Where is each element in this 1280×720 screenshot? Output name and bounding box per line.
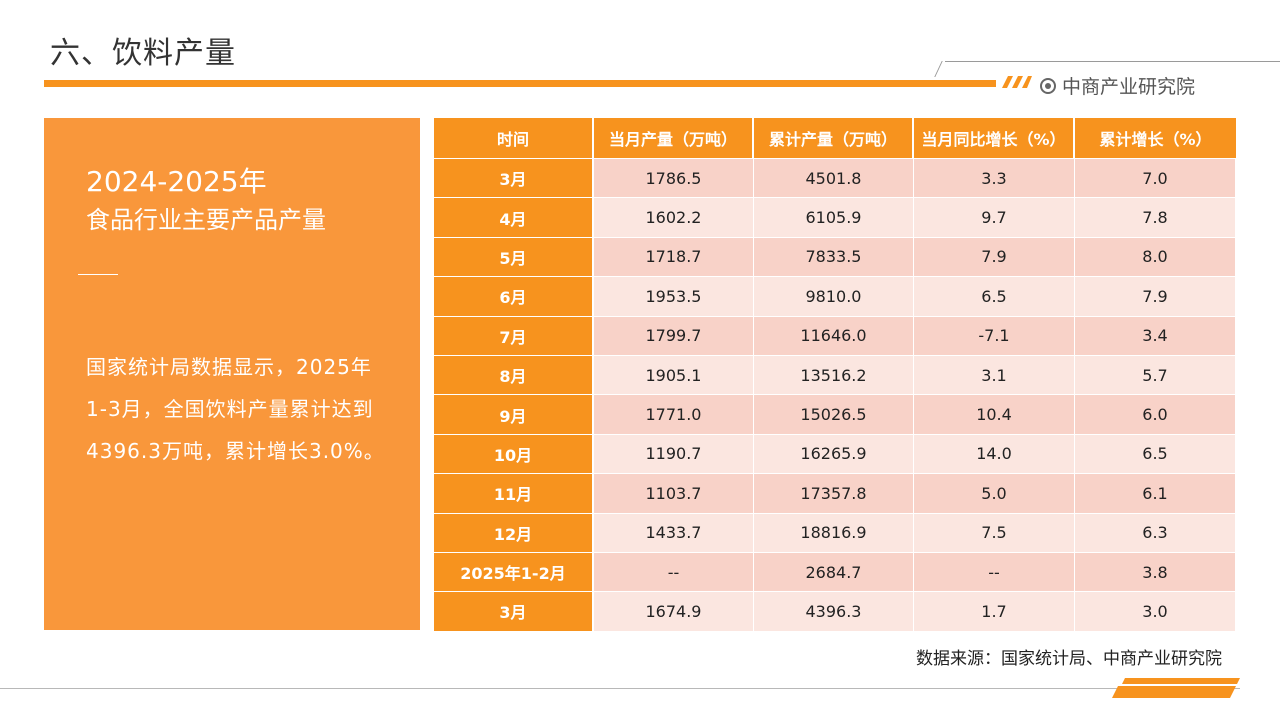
table-row: 6月 1953.5 9810.0 6.5 7.9 bbox=[434, 276, 1236, 316]
table-row: 8月 1905.1 13516.2 3.1 5.7 bbox=[434, 354, 1236, 395]
cell-cumulative-growth: 3.8 bbox=[1075, 551, 1236, 592]
cell-monthly-output: 1190.7 bbox=[594, 433, 754, 474]
cell-time: 7月 bbox=[434, 315, 594, 355]
header-divider bbox=[945, 61, 1280, 62]
cell-monthly-output: 1103.7 bbox=[594, 473, 754, 513]
cell-time: 9月 bbox=[434, 394, 594, 434]
page-title: 六、饮料产量 bbox=[50, 36, 236, 71]
cell-cumulative-output: 16265.9 bbox=[754, 433, 914, 474]
panel-year: 2024-2025年 bbox=[86, 165, 267, 198]
brand-logo: 中商产业研究院 bbox=[1040, 72, 1195, 99]
header-monthly-yoy: 当月同比增长（%） bbox=[914, 118, 1075, 158]
cell-cumulative-output: 15026.5 bbox=[754, 394, 914, 434]
cell-monthly-output: 1953.5 bbox=[594, 276, 754, 316]
header-divider-slant bbox=[934, 61, 943, 77]
table-row: 9月 1771.0 15026.5 10.4 6.0 bbox=[434, 394, 1236, 434]
cell-time: 2025年1-2月 bbox=[434, 551, 594, 592]
cell-monthly-yoy: 14.0 bbox=[914, 433, 1075, 474]
cell-monthly-yoy: 7.9 bbox=[914, 236, 1075, 277]
cell-cumulative-growth: 8.0 bbox=[1075, 236, 1236, 277]
table-row: 3月 1786.5 4501.8 3.3 7.0 bbox=[434, 158, 1236, 198]
cell-time: 10月 bbox=[434, 433, 594, 474]
cell-time: 3月 bbox=[434, 158, 594, 198]
cell-monthly-yoy: 10.4 bbox=[914, 394, 1075, 434]
cell-cumulative-output: 17357.8 bbox=[754, 473, 914, 513]
cell-cumulative-growth: 6.3 bbox=[1075, 512, 1236, 552]
cell-cumulative-output: 4501.8 bbox=[754, 158, 914, 198]
cell-monthly-output: 1674.9 bbox=[594, 591, 754, 631]
cell-cumulative-output: 7833.5 bbox=[754, 236, 914, 277]
cell-monthly-output: 1905.1 bbox=[594, 354, 754, 395]
cell-time: 4月 bbox=[434, 197, 594, 237]
cell-time: 11月 bbox=[434, 473, 594, 513]
table-header-row: 时间 当月产量（万吨） 累计产量（万吨） 当月同比增长（%） 累计增长（%） bbox=[434, 118, 1236, 158]
cell-monthly-yoy: 3.3 bbox=[914, 158, 1075, 198]
cell-monthly-yoy: 5.0 bbox=[914, 473, 1075, 513]
footer-divider bbox=[0, 688, 1240, 689]
cell-monthly-yoy: 6.5 bbox=[914, 276, 1075, 316]
production-table: 时间 当月产量（万吨） 累计产量（万吨） 当月同比增长（%） 累计增长（%） 3… bbox=[434, 118, 1236, 631]
header-cumulative-output: 累计产量（万吨） bbox=[754, 118, 914, 158]
cell-cumulative-output: 13516.2 bbox=[754, 354, 914, 395]
cell-monthly-output: 1786.5 bbox=[594, 158, 754, 198]
cell-monthly-yoy: 7.5 bbox=[914, 512, 1075, 552]
cell-cumulative-output: 2684.7 bbox=[754, 551, 914, 592]
table-row: 11月 1103.7 17357.8 5.0 6.1 bbox=[434, 473, 1236, 513]
data-source: 数据来源：国家统计局、中商产业研究院 bbox=[916, 649, 1222, 669]
panel-subtitle: 食品行业主要产品产量 bbox=[86, 206, 326, 234]
summary-panel: 2024-2025年 食品行业主要产品产量 国家统计局数据显示，2025年1-3… bbox=[44, 118, 420, 630]
cell-time: 3月 bbox=[434, 591, 594, 631]
cell-monthly-yoy: 3.1 bbox=[914, 354, 1075, 395]
title-underline bbox=[44, 80, 996, 87]
panel-description: 国家统计局数据显示，2025年1-3月，全国饮料产量累计达到4396.3万吨，累… bbox=[86, 355, 385, 463]
cell-cumulative-growth: 7.8 bbox=[1075, 197, 1236, 237]
cell-cumulative-growth: 3.4 bbox=[1075, 315, 1236, 355]
cell-cumulative-growth: 6.0 bbox=[1075, 394, 1236, 434]
table-row: 12月 1433.7 18816.9 7.5 6.3 bbox=[434, 512, 1236, 552]
table-row: 5月 1718.7 7833.5 7.9 8.0 bbox=[434, 236, 1236, 277]
header-time: 时间 bbox=[434, 118, 594, 158]
table-row: 3月 1674.9 4396.3 1.7 3.0 bbox=[434, 591, 1236, 631]
cell-cumulative-output: 6105.9 bbox=[754, 197, 914, 237]
table-row: 7月 1799.7 11646.0 -7.1 3.4 bbox=[434, 315, 1236, 355]
cell-cumulative-output: 9810.0 bbox=[754, 276, 914, 316]
cell-cumulative-output: 4396.3 bbox=[754, 591, 914, 631]
brand-name: 中商产业研究院 bbox=[1062, 76, 1196, 98]
cell-monthly-output: 1799.7 bbox=[594, 315, 754, 355]
cell-monthly-output: 1602.2 bbox=[594, 197, 754, 237]
cell-cumulative-output: 11646.0 bbox=[754, 315, 914, 355]
cell-time: 6月 bbox=[434, 276, 594, 316]
cell-cumulative-growth: 7.0 bbox=[1075, 158, 1236, 198]
cell-monthly-yoy: 9.7 bbox=[914, 197, 1075, 237]
cell-monthly-output: 1718.7 bbox=[594, 236, 754, 277]
cell-cumulative-growth: 3.0 bbox=[1075, 591, 1236, 631]
cell-time: 5月 bbox=[434, 236, 594, 277]
cell-cumulative-growth: 6.5 bbox=[1075, 433, 1236, 474]
cell-monthly-output: 1771.0 bbox=[594, 394, 754, 434]
cell-monthly-yoy: -- bbox=[914, 551, 1075, 592]
cell-monthly-yoy: 1.7 bbox=[914, 591, 1075, 631]
cell-cumulative-output: 18816.9 bbox=[754, 512, 914, 552]
cell-monthly-yoy: -7.1 bbox=[914, 315, 1075, 355]
cell-monthly-output: -- bbox=[594, 551, 754, 592]
cell-cumulative-growth: 7.9 bbox=[1075, 276, 1236, 316]
cell-time: 8月 bbox=[434, 354, 594, 395]
brand-circle-icon bbox=[1040, 77, 1056, 94]
header-monthly-output: 当月产量（万吨） bbox=[594, 118, 754, 158]
table-row: 4月 1602.2 6105.9 9.7 7.8 bbox=[434, 197, 1236, 237]
footer-stripes-icon bbox=[1112, 678, 1240, 698]
cell-cumulative-growth: 6.1 bbox=[1075, 473, 1236, 513]
panel-divider bbox=[78, 274, 118, 275]
header-cumulative-growth: 累计增长（%） bbox=[1075, 118, 1236, 158]
cell-monthly-output: 1433.7 bbox=[594, 512, 754, 552]
table-row: 2025年1-2月 -- 2684.7 -- 3.8 bbox=[434, 551, 1236, 592]
accent-stripes-icon bbox=[1002, 76, 1032, 88]
cell-cumulative-growth: 5.7 bbox=[1075, 354, 1236, 395]
table-row: 10月 1190.7 16265.9 14.0 6.5 bbox=[434, 433, 1236, 474]
cell-time: 12月 bbox=[434, 512, 594, 552]
